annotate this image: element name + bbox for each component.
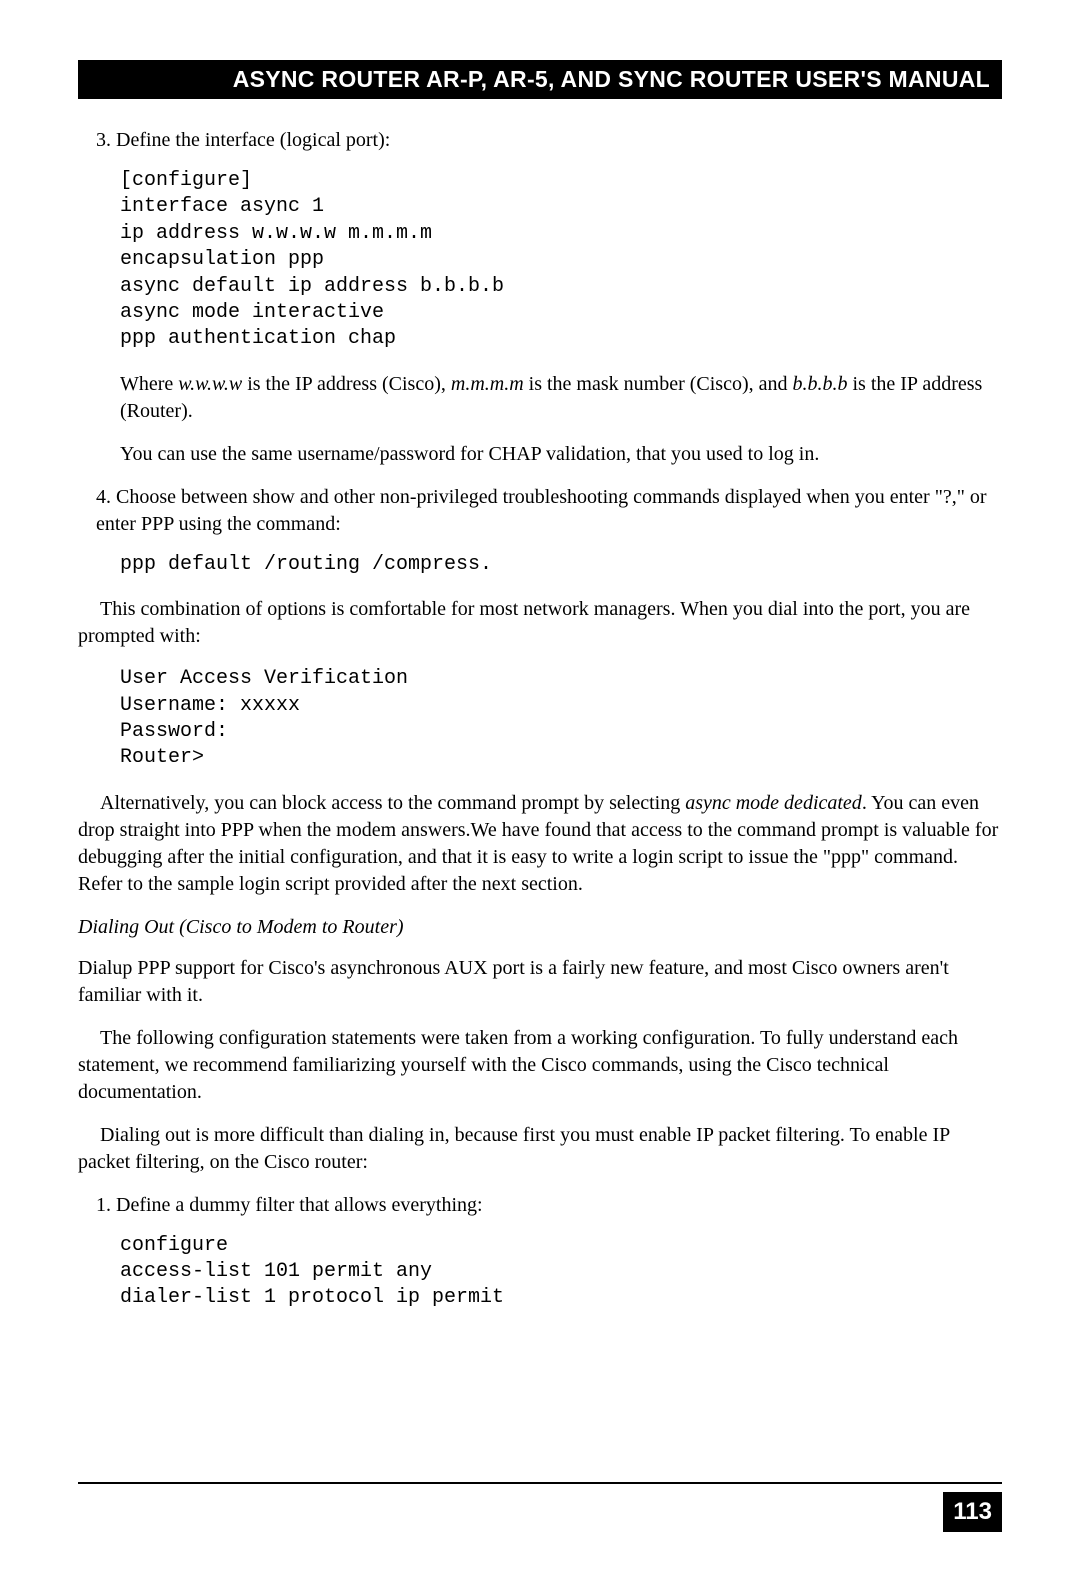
step-3-number: 3. (96, 129, 111, 151)
alt-pre: Alternatively, you can block access to t… (100, 792, 685, 814)
prompt-code: User Access Verification Username: xxxxx… (120, 666, 1002, 772)
dialup-paragraph: Dialup PPP support for Cisco's asynchron… (78, 955, 1002, 1009)
step-3-where: Where w.w.w.w is the IP address (Cisco),… (120, 371, 1002, 425)
alt-paragraph: Alternatively, you can block access to t… (78, 790, 1002, 898)
step-1b-text: Define a dummy filter that allows everyt… (116, 1194, 483, 1216)
page-header-bar: ASYNC ROUTER AR-P, AR-5, AND SYNC ROUTER… (78, 60, 1002, 99)
page-number-box: 113 (943, 1492, 1002, 1532)
step-3-code: [configure] interface async 1 ip address… (120, 168, 1002, 353)
subheading-dialing-out: Dialing Out (Cisco to Modem to Router) (78, 914, 1002, 941)
step-4-number: 4. (96, 486, 111, 508)
footer: 113 (78, 1484, 1002, 1532)
step-3-text: Define the interface (logical port): (116, 129, 390, 151)
step-4-code: ppp default /routing /compress. (120, 552, 1002, 578)
body-content: 3. Define the interface (logical port): … (78, 127, 1002, 1312)
combo-paragraph: This combination of options is comfortab… (78, 596, 1002, 650)
step-4-text: Choose between show and other non-privil… (96, 486, 987, 535)
where-w: w.w.w.w (178, 373, 242, 395)
step-1b-code: configure access-list 101 permit any dia… (120, 1233, 1002, 1312)
step-4: 4. Choose between show and other non-pri… (96, 484, 1002, 538)
where-mid1: is the IP address (Cisco), (242, 373, 451, 395)
manual-page: ASYNC ROUTER AR-P, AR-5, AND SYNC ROUTER… (0, 0, 1080, 1572)
step-1b-number: 1. (96, 1194, 111, 1216)
header-title: ASYNC ROUTER AR-P, AR-5, AND SYNC ROUTER… (233, 66, 990, 92)
dialout-paragraph: Dialing out is more difficult than diali… (78, 1122, 1002, 1176)
step-1b: 1. Define a dummy filter that allows eve… (96, 1192, 1002, 1219)
where-mid2: is the mask number (Cisco), and (524, 373, 793, 395)
where-b: b.b.b.b (793, 373, 848, 395)
alt-italic: async mode dedicated (685, 792, 862, 814)
where-pre: Where (120, 373, 178, 395)
config-paragraph: The following configuration statements w… (78, 1025, 1002, 1106)
step-3-chap: You can use the same username/password f… (120, 441, 1002, 468)
step-3: 3. Define the interface (logical port): (96, 127, 1002, 154)
page-number: 113 (953, 1498, 992, 1525)
where-m: m.m.m.m (451, 373, 524, 395)
